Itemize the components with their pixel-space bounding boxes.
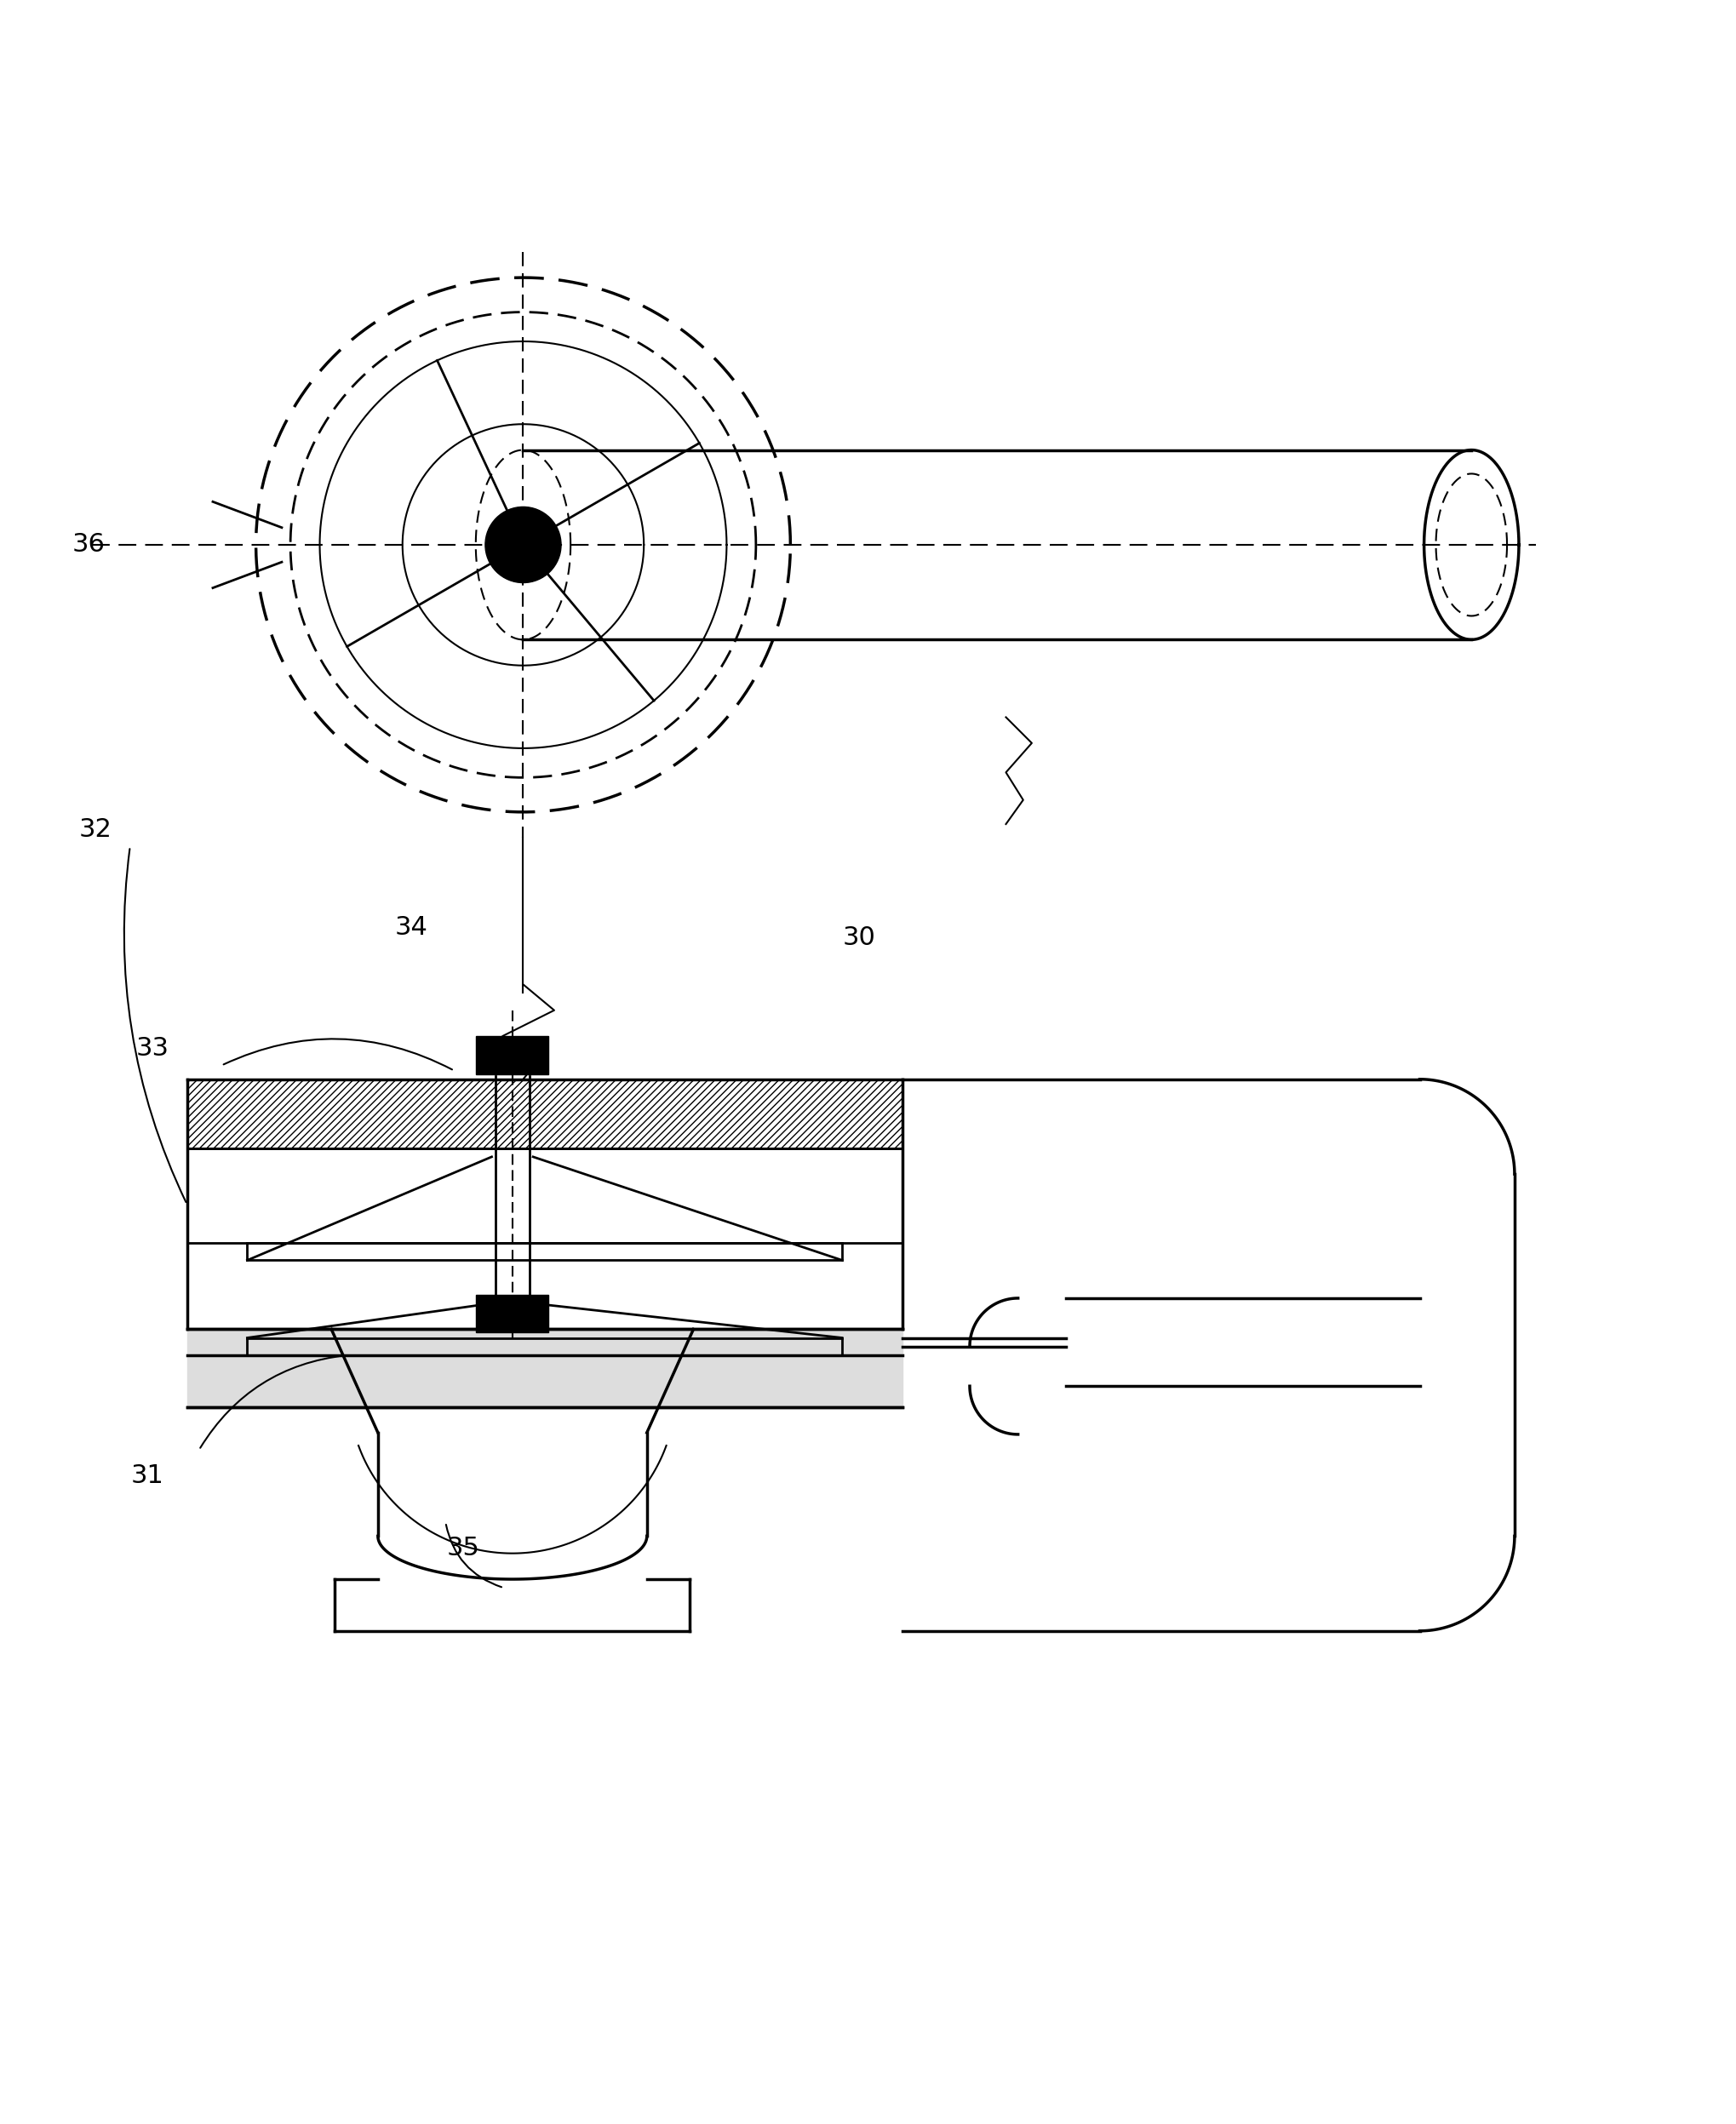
Text: 36: 36 xyxy=(73,533,106,556)
Bar xyxy=(476,1037,549,1075)
Text: 30: 30 xyxy=(844,926,877,949)
Text: 33: 33 xyxy=(135,1037,168,1060)
Text: 32: 32 xyxy=(80,818,113,841)
Bar xyxy=(476,1296,549,1332)
Text: 35: 35 xyxy=(446,1536,479,1561)
Text: 31: 31 xyxy=(130,1463,163,1489)
Text: 34: 34 xyxy=(394,915,427,941)
Circle shape xyxy=(486,508,561,582)
Bar xyxy=(187,1079,903,1149)
Bar xyxy=(187,1330,903,1406)
